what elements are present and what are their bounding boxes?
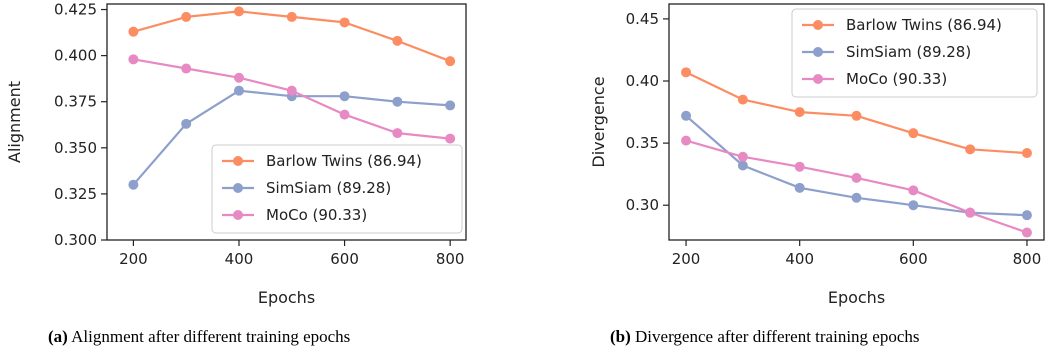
alignment-xtick-label: 400 — [225, 250, 254, 268]
alignment-point-0-6 — [445, 56, 456, 67]
divergence-point-0-5 — [965, 144, 976, 155]
divergence-point-0-0 — [681, 67, 692, 78]
alignment-point-2-3 — [286, 85, 297, 96]
divergence-point-1-3 — [851, 192, 862, 203]
alignment-xlabel: Epochs — [258, 288, 315, 307]
alignment-point-2-2 — [233, 72, 244, 83]
caption-alignment: (a) Alignment after different training e… — [48, 327, 350, 347]
alignment-point-2-5 — [392, 128, 403, 139]
divergence-point-1-4 — [908, 200, 919, 211]
divergence-xtick-label: 800 — [1013, 250, 1042, 268]
alignment-point-2-6 — [445, 133, 456, 144]
alignment-point-2-0 — [128, 54, 139, 65]
chart-divergence: 200 400 600 800 0.30 0.35 0.40 0.45 Epochs Diverg… — [589, 3, 1045, 307]
divergence-xlabel: Epochs — [828, 288, 885, 307]
divergence-point-1-6 — [1021, 210, 1032, 221]
alignment-point-2-1 — [181, 63, 192, 74]
divergence-point-2-6 — [1021, 227, 1032, 238]
alignment-ytick-label: 0.400 — [54, 47, 97, 65]
divergence-legend-box — [791, 8, 1038, 98]
caption-alignment-text: Alignment after different training epoch… — [67, 327, 351, 346]
alignment-ytick-label: 0.325 — [54, 185, 97, 203]
alignment-point-0-0 — [128, 26, 139, 37]
alignment-point-0-4 — [339, 17, 350, 28]
alignment-point-0-2 — [233, 6, 244, 17]
alignment-point-1-1 — [181, 118, 192, 129]
alignment-point-0-1 — [181, 11, 192, 22]
divergence-point-0-2 — [794, 107, 805, 118]
alignment-xtick-label: 200 — [119, 250, 148, 268]
divergence-ytick-label: 0.30 — [626, 196, 659, 214]
divergence-point-2-1 — [737, 151, 748, 162]
divergence-ytick-label: 0.35 — [626, 134, 659, 152]
alignment-ytick-label: 0.375 — [54, 93, 97, 111]
caption-alignment-tag: (a) — [48, 327, 68, 346]
alignment-axes-frame — [106, 3, 467, 241]
caption-divergence-text: Divergence after different training epoc… — [630, 327, 920, 346]
divergence-xtick-label: 600 — [899, 250, 928, 268]
alignment-legend-marker-2 — [233, 210, 243, 220]
divergence-point-0-4 — [908, 128, 919, 139]
alignment-legend-label-1: SimSiam (89.28) — [266, 179, 391, 197]
caption-divergence-tag: (b) — [610, 327, 631, 346]
alignment-ytick-label: 0.350 — [54, 139, 97, 157]
alignment-ytick-label: 0.300 — [54, 231, 97, 249]
caption-divergence: (b) Divergence after different training … — [610, 327, 920, 347]
alignment-legend-marker-1 — [233, 183, 243, 193]
alignment-point-1-4 — [339, 91, 350, 102]
divergence-xtick-label: 200 — [672, 250, 701, 268]
divergence-point-2-3 — [851, 172, 862, 183]
divergence-legend-marker-2 — [813, 74, 823, 84]
divergence-ylabel: Divergence — [589, 76, 608, 167]
divergence-ytick-label: 0.40 — [626, 72, 659, 90]
divergence-point-0-3 — [851, 110, 862, 121]
divergence-point-1-0 — [681, 110, 692, 121]
alignment-ylabel: Alignment — [5, 81, 24, 163]
divergence-point-2-5 — [965, 207, 976, 218]
alignment-ytick-label: 0.425 — [54, 1, 97, 19]
alignment-xtick-label: 800 — [436, 250, 465, 268]
alignment-point-2-4 — [339, 109, 350, 120]
divergence-series-line-2 — [685, 139, 1028, 234]
divergence-point-2-4 — [908, 185, 919, 196]
alignment-legend-label-0: Barlow Twins (86.94) — [266, 152, 422, 170]
alignment-point-1-6 — [445, 100, 456, 111]
divergence-point-1-2 — [794, 182, 805, 193]
divergence-legend-marker-0 — [813, 20, 823, 30]
divergence-axes-frame — [668, 3, 1045, 241]
alignment-xtick-label: 600 — [330, 250, 359, 268]
chart-alignment: 200 400 600 800 0.300 0.325 0.350 0.375 0.400 0.4… — [5, 1, 467, 307]
alignment-legend-marker-0 — [233, 156, 243, 166]
alignment-point-1-2 — [233, 85, 244, 96]
divergence-legend-label-2: MoCo (90.33) — [846, 70, 947, 88]
divergence-xtick-label: 400 — [785, 250, 814, 268]
divergence-point-2-0 — [681, 135, 692, 146]
divergence-point-0-1 — [737, 94, 748, 105]
divergence-legend-label-0: Barlow Twins (86.94) — [846, 16, 1002, 34]
alignment-point-1-0 — [128, 179, 139, 190]
divergence-point-0-6 — [1021, 148, 1032, 159]
divergence-legend-label-1: SimSiam (89.28) — [846, 43, 971, 61]
divergence-point-2-2 — [794, 161, 805, 172]
alignment-point-0-5 — [392, 35, 403, 46]
alignment-legend-label-2: MoCo (90.33) — [266, 206, 367, 224]
alignment-legend-box — [211, 144, 463, 234]
divergence-legend-marker-1 — [813, 47, 823, 57]
alignment-point-1-5 — [392, 96, 403, 107]
divergence-ytick-label: 0.45 — [626, 10, 659, 28]
divergence-point-1-1 — [737, 160, 748, 171]
alignment-point-0-3 — [286, 11, 297, 22]
